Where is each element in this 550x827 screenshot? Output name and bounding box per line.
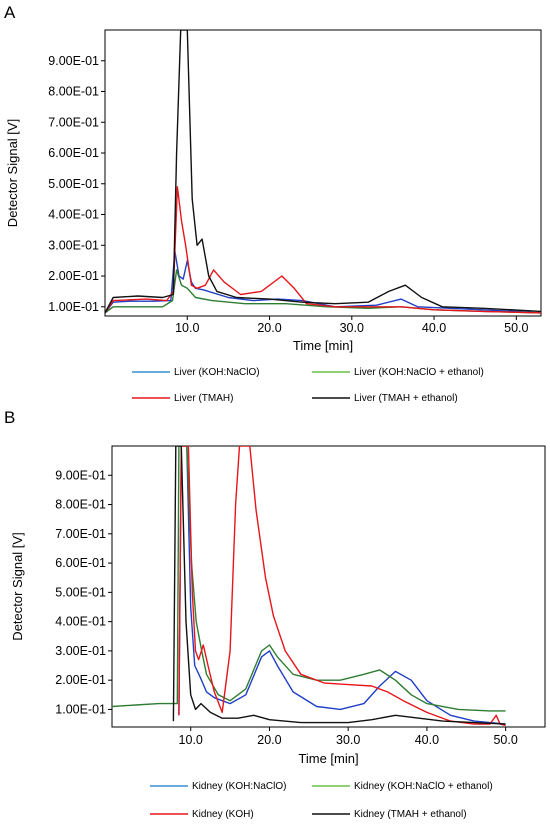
x-axis-title: Time [min] [293, 338, 353, 353]
x-tick-label: 40.0 [415, 733, 439, 747]
x-tick-label: 10.0 [175, 321, 199, 335]
panel-letter-a: A [4, 3, 16, 22]
y-tick-label: 1.00E-01 [48, 300, 99, 314]
y-tick-label: 2.00E-01 [48, 269, 99, 283]
panel-letter-b: B [4, 408, 15, 427]
y-tick-label: 9.00E-01 [48, 54, 99, 68]
x-tick-label: 40.0 [422, 321, 446, 335]
y-tick-label: 7.00E-01 [55, 527, 106, 541]
x-tick-label: 50.0 [504, 321, 528, 335]
y-tick-label: 8.00E-01 [55, 498, 106, 512]
x-tick-label: 20.0 [257, 733, 281, 747]
series-line-2 [105, 269, 541, 314]
y-tick-label: 6.00E-01 [55, 556, 106, 570]
y-axis-title: Detector Signal [V] [5, 119, 20, 227]
legend-label: Liver (KOH:NaClO) [174, 367, 260, 378]
chart-a: 1.00E-01 2.00E-01 3.00E-01 4.00E-01 5.00E-01… [5, 29, 542, 353]
y-tick-label: 8.00E-01 [48, 85, 99, 99]
series-line-4 [172, 446, 506, 725]
legend-b: Kidney (KOH:NaClO) Kidney (KOH:NaClO + et… [150, 781, 493, 820]
legend-a: Liver (KOH:NaClO) Liver (KOH:NaClO + etha… [132, 367, 484, 404]
legend-label: Liver (TMAH + ethanol) [354, 393, 458, 404]
y-tick-label: 3.00E-01 [48, 238, 99, 252]
y-axis-title: Detector Signal [V] [10, 532, 25, 640]
legend-label: Liver (TMAH) [174, 393, 233, 404]
y-tick-label: 5.00E-01 [55, 585, 106, 599]
y-tick-label: 3.00E-01 [55, 644, 106, 658]
y-tick-label: 4.00E-01 [48, 208, 99, 222]
x-tick-label: 30.0 [340, 321, 364, 335]
chart-b: 1.00E-01 2.00E-01 3.00E-01 4.00E-01 5.00E-01… [10, 445, 546, 766]
y-tick-label: 4.00E-01 [55, 615, 106, 629]
legend-label: Kidney (KOH:NaClO) [192, 781, 286, 792]
series-line-4 [105, 30, 541, 314]
y-tick-label: 2.00E-01 [55, 673, 106, 687]
y-tick-label: 9.00E-01 [55, 468, 106, 482]
x-tick-label: 20.0 [257, 321, 281, 335]
legend-label: Kidney (TMAH + ethanol) [354, 809, 467, 820]
y-tick-label: 6.00E-01 [48, 146, 99, 160]
series-line-2 [112, 446, 506, 712]
legend-label: Kidney (KOH) [192, 809, 254, 820]
legend-label: Kidney (KOH:NaClO + ethanol) [354, 781, 493, 792]
y-tick-label: 7.00E-01 [48, 115, 99, 129]
series-line-3 [178, 446, 506, 727]
plot-frame [104, 29, 542, 317]
series-line-1 [178, 446, 506, 725]
series-line-3 [105, 186, 541, 314]
legend-label: Liver (KOH:NaClO + ethanol) [354, 367, 484, 378]
x-axis-title: Time [min] [298, 751, 358, 766]
plot-frame [111, 445, 546, 728]
x-tick-label: 50.0 [493, 733, 517, 747]
y-tick-label: 1.00E-01 [55, 702, 106, 716]
y-tick-label: 5.00E-01 [48, 177, 99, 191]
x-tick-label: 10.0 [179, 733, 203, 747]
x-tick-label: 30.0 [336, 733, 360, 747]
